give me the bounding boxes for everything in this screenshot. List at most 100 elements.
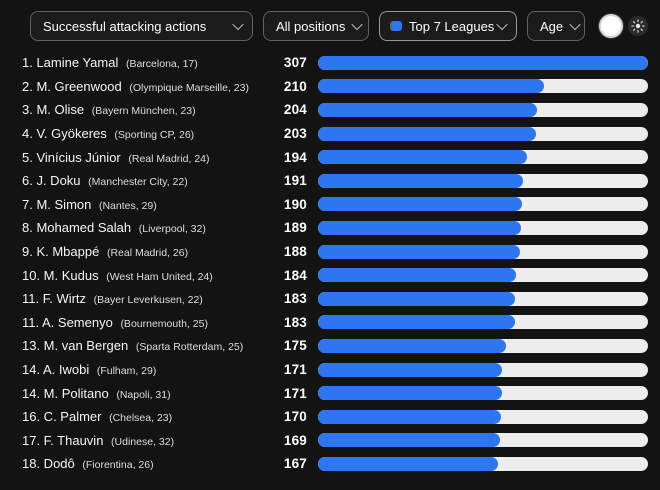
player-value: 210 [283, 78, 307, 94]
player-value: 190 [283, 196, 307, 212]
bar-track [318, 409, 648, 424]
bar-track [318, 338, 648, 353]
bar-track [318, 102, 648, 117]
player-rank-name: 4. V. Gyökeres [22, 126, 111, 142]
player-club-age: (Sporting CP, 26) [114, 129, 195, 142]
table-row[interactable]: 8. Mohamed Salah (Liverpool, 32) 189 [22, 216, 648, 240]
player-club-age: (Liverpool, 32) [138, 223, 206, 236]
bar-track [318, 79, 648, 94]
player-rank-name: 1. Lamine Yamal [22, 55, 122, 71]
table-row[interactable]: 9. K. Mbappé (Real Madrid, 26) 188 [22, 240, 648, 264]
metric-dropdown[interactable]: Successful attacking actions [30, 11, 253, 41]
player-rank-name: 6. J. Doku [22, 173, 85, 189]
bar-fill [318, 102, 538, 117]
leagues-dropdown[interactable]: Top 7 Leagues [379, 11, 517, 41]
table-row[interactable]: 10. M. Kudus (West Ham United, 24) 184 [22, 263, 648, 287]
bar-fill [318, 315, 515, 330]
player-club-age: (Bayer Leverkusen, 22) [93, 294, 203, 307]
player-value: 184 [283, 267, 307, 283]
table-row[interactable]: 14. M. Politano (Napoli, 31) 171 [22, 381, 648, 405]
bar-fill [318, 268, 516, 283]
bar-fill [318, 79, 544, 94]
player-club-age: (Bayern München, 23) [91, 105, 196, 118]
table-row[interactable]: 4. V. Gyökeres (Sporting CP, 26) 203 [22, 122, 648, 146]
player-value: 171 [283, 362, 307, 378]
player-value: 204 [283, 102, 307, 118]
player-value: 169 [283, 432, 307, 448]
player-value: 188 [283, 244, 307, 260]
bar-track [318, 197, 648, 212]
player-rank-name: 16. C. Palmer [22, 409, 106, 425]
bar-fill [318, 386, 502, 401]
player-value: 175 [283, 338, 307, 354]
table-row[interactable]: 18. Dodô (Fiorentina, 26) 167 [22, 452, 648, 476]
player-club-age: (Real Madrid, 26) [106, 247, 189, 260]
chevron-down-icon [569, 18, 581, 31]
chevron-down-icon [232, 18, 244, 31]
player-club-age: (West Ham United, 24) [106, 270, 213, 283]
player-rank-name: 17. F. Thauvin [22, 432, 108, 448]
bar-track [318, 268, 648, 283]
bar-fill [318, 126, 537, 141]
player-label: 6. J. Doku (Manchester City, 22) [22, 173, 261, 188]
player-value: 183 [283, 314, 307, 330]
player-rank-name: 8. Mohamed Salah [22, 220, 135, 236]
age-dropdown[interactable]: Age [527, 11, 585, 41]
player-value: 170 [283, 409, 307, 425]
table-row[interactable]: 5. Vinícius Júnior (Real Madrid, 24) 194 [22, 145, 648, 169]
metric-dropdown-label: Successful attacking actions [43, 18, 207, 34]
player-label: 3. M. Olise (Bayern München, 23) [22, 102, 261, 117]
player-label: 14. M. Politano (Napoli, 31) [22, 386, 261, 401]
player-value: 191 [283, 173, 307, 189]
table-row[interactable]: 11. F. Wirtz (Bayer Leverkusen, 22) 183 [22, 287, 648, 311]
bar-track [318, 456, 648, 471]
player-label: 2. M. Greenwood (Olympique Marseille, 23… [22, 79, 261, 94]
player-label: 5. Vinícius Júnior (Real Madrid, 24) [22, 150, 261, 165]
table-row[interactable]: 6. J. Doku (Manchester City, 22) 191 [22, 169, 648, 193]
player-club-age: (Napoli, 31) [116, 388, 171, 401]
table-row[interactable]: 3. M. Olise (Bayern München, 23) 204 [22, 98, 648, 122]
bar-track [318, 126, 648, 141]
chevron-down-icon [496, 18, 508, 31]
table-row[interactable]: 1. Lamine Yamal (Barcelona, 17) 307 [22, 51, 648, 75]
player-rank-name: 5. Vinícius Júnior [22, 149, 125, 165]
bar-track [318, 315, 648, 330]
player-rank-name: 3. M. Olise [22, 102, 88, 118]
theme-toggle-circle-icon[interactable] [601, 16, 621, 36]
player-club-age: (Nantes, 29) [98, 199, 157, 212]
player-label: 16. C. Palmer (Chelsea, 23) [22, 409, 261, 424]
table-row[interactable]: 13. M. van Bergen (Sparta Rotterdam, 25)… [22, 334, 648, 358]
positions-dropdown-label: All positions [276, 18, 346, 34]
player-value: 307 [283, 55, 307, 71]
bar-track [318, 362, 648, 377]
table-row[interactable]: 7. M. Simon (Nantes, 29) 190 [22, 193, 648, 217]
table-row[interactable]: 14. A. Iwobi (Fulham, 29) 171 [22, 358, 648, 382]
player-rank-name: 11. A. Semenyo [22, 314, 117, 330]
bar-fill [318, 433, 500, 448]
player-label: 1. Lamine Yamal (Barcelona, 17) [22, 55, 261, 70]
table-row[interactable]: 11. A. Semenyo (Bournemouth, 25) 183 [22, 311, 648, 335]
positions-dropdown[interactable]: All positions [263, 11, 369, 41]
bar-fill [318, 362, 502, 377]
player-label: 11. A. Semenyo (Bournemouth, 25) [22, 315, 261, 330]
player-club-age: (Fiorentina, 26) [82, 459, 154, 472]
player-club-age: (Manchester City, 22) [88, 176, 188, 189]
player-label: 14. A. Iwobi (Fulham, 29) [22, 362, 261, 377]
player-club-age: (Real Madrid, 24) [128, 152, 210, 165]
leagues-dropdown-label: Top 7 Leagues [409, 18, 495, 34]
player-rank-name: 9. K. Mbappé [22, 244, 103, 260]
bar-track [318, 433, 648, 448]
player-label: 10. M. Kudus (West Ham United, 24) [22, 268, 261, 283]
player-rank-name: 10. M. Kudus [22, 267, 103, 283]
chevron-down-icon [351, 18, 364, 31]
player-club-age: (Chelsea, 23) [109, 412, 173, 425]
player-rank-name: 14. A. Iwobi [22, 362, 93, 378]
bar-track [318, 55, 648, 70]
table-row[interactable]: 2. M. Greenwood (Olympique Marseille, 23… [22, 75, 648, 99]
table-row[interactable]: 17. F. Thauvin (Udinese, 32) 169 [22, 429, 648, 453]
player-club-age: (Olympique Marseille, 23) [129, 81, 249, 94]
light-mode-button[interactable] [628, 16, 648, 36]
player-label: 8. Mohamed Salah (Liverpool, 32) [22, 220, 261, 235]
table-row[interactable]: 16. C. Palmer (Chelsea, 23) 170 [22, 405, 648, 429]
player-label: 13. M. van Bergen (Sparta Rotterdam, 25) [22, 338, 261, 353]
